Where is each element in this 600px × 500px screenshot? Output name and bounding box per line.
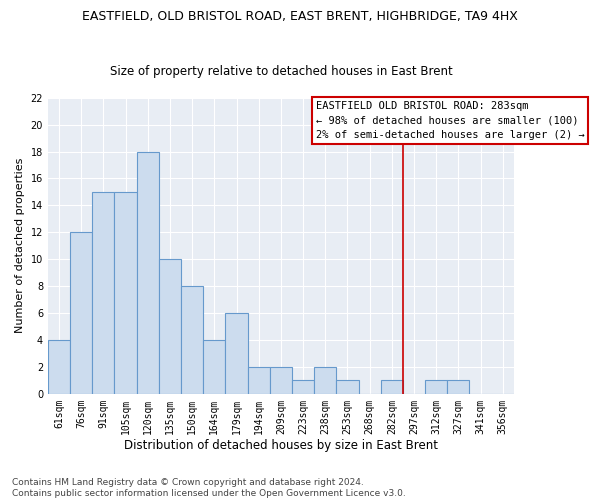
X-axis label: Distribution of detached houses by size in East Brent: Distribution of detached houses by size …: [124, 440, 438, 452]
Y-axis label: Number of detached properties: Number of detached properties: [15, 158, 25, 334]
Bar: [270, 367, 292, 394]
Text: EASTFIELD, OLD BRISTOL ROAD, EAST BRENT, HIGHBRIDGE, TA9 4HX: EASTFIELD, OLD BRISTOL ROAD, EAST BRENT,…: [82, 10, 518, 23]
Bar: [92, 192, 115, 394]
Bar: [292, 380, 314, 394]
Bar: [381, 380, 403, 394]
Bar: [425, 380, 448, 394]
Bar: [137, 152, 159, 394]
Bar: [248, 367, 270, 394]
Text: EASTFIELD OLD BRISTOL ROAD: 283sqm
← 98% of detached houses are smaller (100)
2%: EASTFIELD OLD BRISTOL ROAD: 283sqm ← 98%…: [316, 100, 584, 140]
Bar: [203, 340, 226, 394]
Bar: [226, 313, 248, 394]
Bar: [337, 380, 359, 394]
Bar: [314, 367, 337, 394]
Bar: [48, 340, 70, 394]
Text: Contains HM Land Registry data © Crown copyright and database right 2024.
Contai: Contains HM Land Registry data © Crown c…: [12, 478, 406, 498]
Bar: [448, 380, 469, 394]
Bar: [115, 192, 137, 394]
Title: Size of property relative to detached houses in East Brent: Size of property relative to detached ho…: [110, 66, 452, 78]
Bar: [181, 286, 203, 394]
Bar: [159, 259, 181, 394]
Bar: [70, 232, 92, 394]
